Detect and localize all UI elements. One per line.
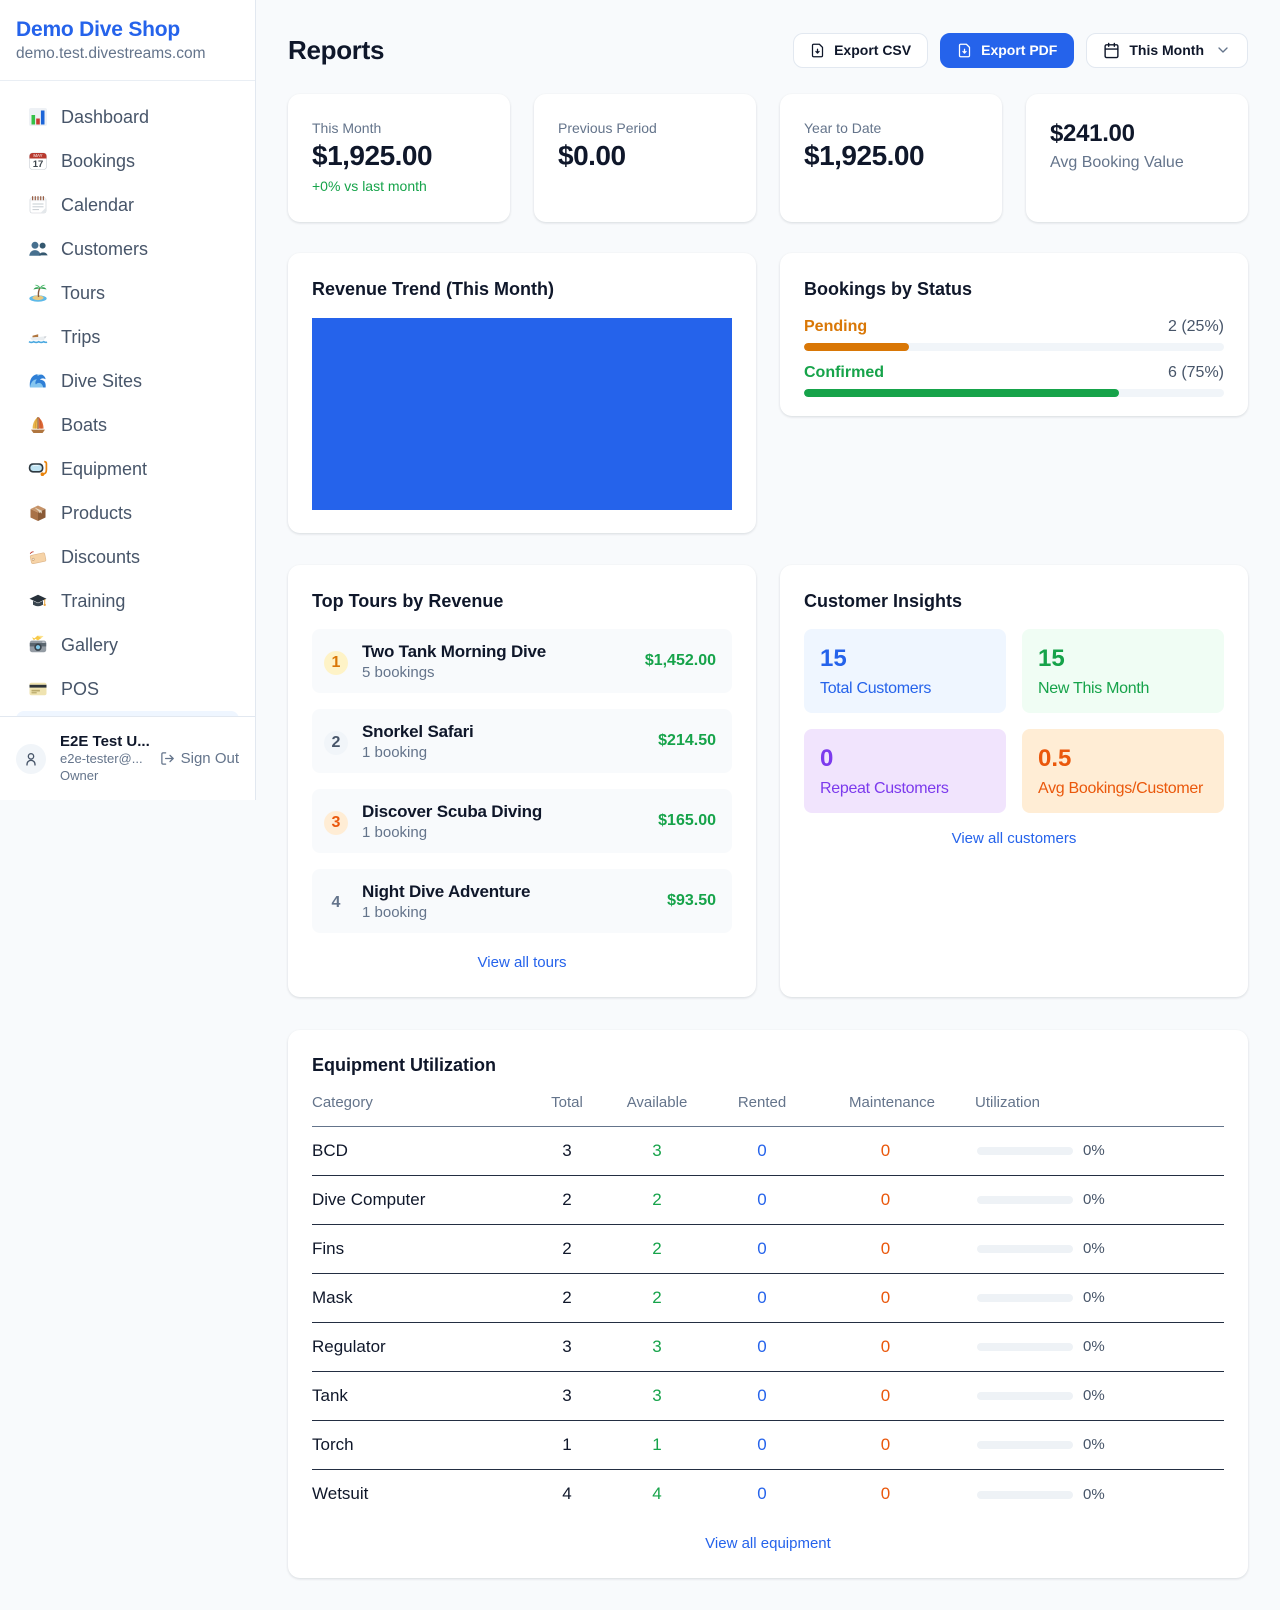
svg-text:MAY: MAY — [33, 153, 42, 158]
svg-text:17: 17 — [33, 159, 44, 170]
